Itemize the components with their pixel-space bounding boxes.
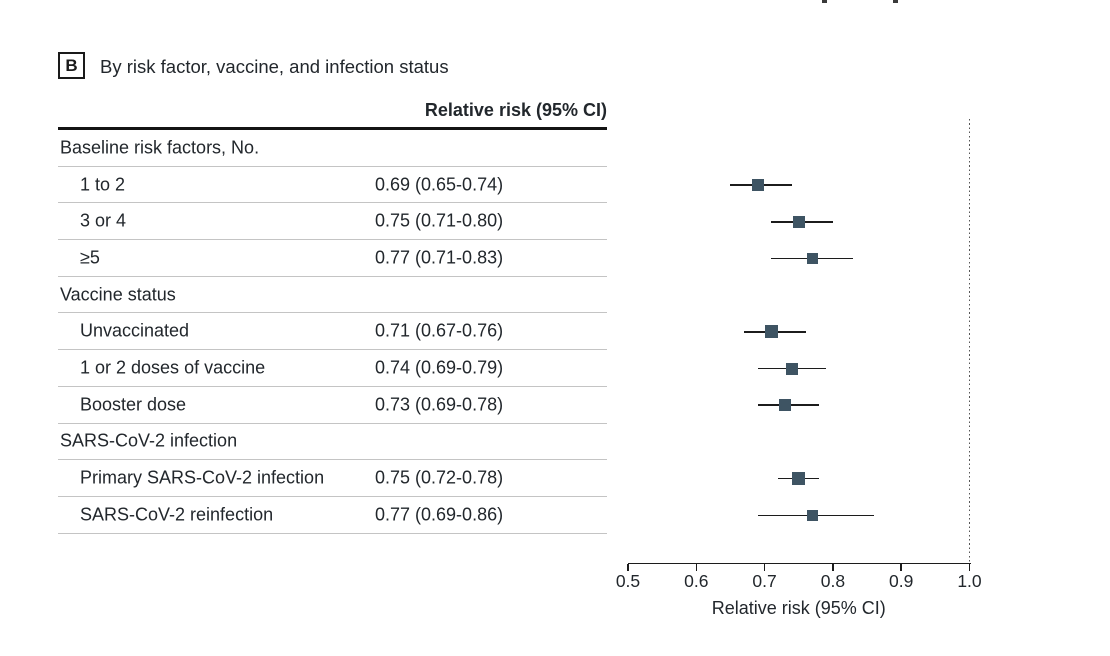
x-axis-tick — [900, 563, 902, 571]
table-row-reinfection: SARS-CoV-2 reinfection 0.77 (0.69-0.86) — [58, 497, 607, 534]
table-row-3-or-4: 3 or 4 0.75 (0.71-0.80) — [58, 203, 607, 241]
row-value: 0.74 (0.69-0.79) — [375, 357, 504, 378]
row-label: 1 or 2 doses of vaccine — [80, 357, 266, 378]
x-axis-tick-label: 0.9 — [889, 570, 914, 591]
point-estimate-square — [779, 399, 792, 412]
x-axis-tick-label: 1.0 — [957, 570, 982, 591]
x-axis-tick — [695, 563, 698, 571]
table-row-1-or-2-doses: 1 or 2 doses of vaccine 0.74 (0.69-0.79) — [58, 350, 607, 387]
point-estimate-square — [751, 179, 764, 192]
table-row-1-to-2: 1 to 2 0.69 (0.65-0.74) — [58, 167, 607, 204]
x-axis-tick — [968, 563, 971, 571]
x-axis-tick-label: 0.8 — [820, 570, 846, 591]
row-label: SARS-CoV-2 reinfection — [80, 504, 274, 525]
x-axis-tick — [763, 563, 766, 571]
row-value: 0.73 (0.69-0.78) — [375, 394, 504, 415]
row-value: 0.75 (0.72-0.78) — [375, 467, 504, 488]
row-label: Baseline risk factors, No. — [60, 137, 260, 158]
column-header-relative-risk: Relative risk (95% CI) — [424, 100, 607, 120]
panel-letter: B — [65, 55, 78, 75]
x-axis-title: Relative risk (95% CI) — [711, 598, 886, 618]
panel-letter-badge: B — [58, 52, 85, 79]
row-label: ≥5 — [80, 247, 100, 268]
panel-title: By risk factor, vaccine, and infection s… — [100, 56, 449, 77]
table-row-ge5: ≥5 0.77 (0.71-0.83) — [58, 240, 607, 277]
table-row-primary-infection: Primary SARS-CoV-2 infection 0.75 (0.72-… — [58, 460, 607, 497]
x-axis-tick-label: 0.6 — [684, 570, 709, 591]
row-label: Booster dose — [80, 394, 187, 415]
point-estimate-square — [806, 252, 818, 264]
row-label: 1 to 2 — [80, 174, 126, 195]
reference-line-rr-1 — [968, 119, 971, 563]
row-value: 0.69 (0.65-0.74) — [375, 174, 504, 195]
x-axis-tick-label: 0.5 — [615, 570, 641, 591]
row-value: 0.71 (0.67-0.76) — [375, 320, 504, 341]
table-row-group-baseline-risk-factors: Baseline risk factors, No. — [58, 130, 607, 167]
row-label: Unvaccinated — [80, 320, 190, 341]
point-estimate-square — [785, 362, 798, 375]
table-row-unvaccinated: Unvaccinated 0.71 (0.67-0.76) — [58, 314, 607, 351]
x-axis-tick-label: 0.7 — [752, 570, 777, 591]
table-row-booster-dose: Booster dose 0.73 (0.69-0.78) — [58, 387, 607, 424]
x-axis-tick — [832, 563, 834, 571]
x-axis-line — [628, 562, 971, 565]
table-header-rule — [58, 127, 607, 130]
row-value: 0.75 (0.71-0.80) — [375, 210, 504, 231]
row-value: 0.77 (0.71-0.83) — [375, 247, 504, 268]
row-value: 0.77 (0.69-0.86) — [375, 504, 504, 525]
table-row-group-sars-cov-2-infection: SARS-CoV-2 infection — [58, 424, 607, 461]
point-estimate-square — [764, 325, 778, 339]
row-label: Primary SARS-CoV-2 infection — [80, 467, 325, 488]
x-axis-tick — [627, 563, 629, 571]
point-estimate-square — [806, 509, 818, 521]
point-estimate-square — [792, 472, 806, 486]
row-label: Vaccine status — [60, 284, 176, 305]
crop-artifact — [822, 0, 827, 3]
point-estimate-square — [792, 215, 805, 228]
row-label: SARS-CoV-2 infection — [60, 430, 238, 451]
row-label: 3 or 4 — [80, 210, 127, 231]
table-row-group-vaccine-status: Vaccine status — [58, 277, 607, 314]
crop-artifact — [893, 0, 898, 3]
